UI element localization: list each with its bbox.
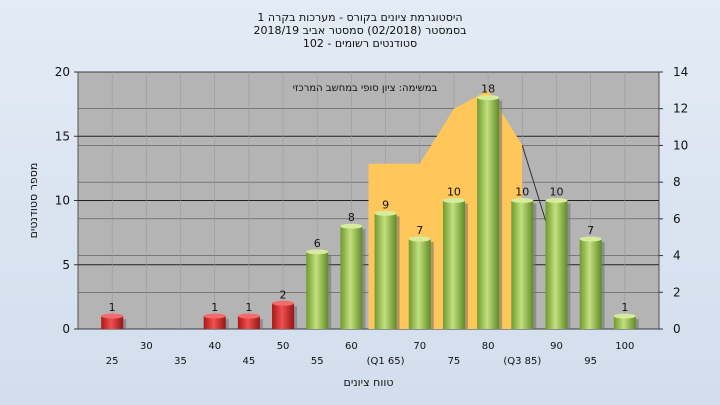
y2-tick-label: 12: [673, 102, 688, 116]
bar-50: [272, 303, 295, 329]
chart-title-line-2: בסמסטר (02/2018) סמסטר אביב 2018/19: [253, 24, 467, 37]
x-tick-label: 25: [106, 356, 119, 367]
bar-value-label: 7: [587, 224, 594, 237]
bar-cap: [237, 313, 260, 319]
bar-cap: [374, 210, 397, 216]
x-tick-label: 45: [243, 356, 256, 367]
bar-value-label: 6: [314, 237, 321, 250]
bar-value-label: 1: [245, 301, 252, 314]
bar-value-label: 18: [481, 83, 495, 96]
y-tick-label: 5: [62, 258, 70, 272]
bar-95: [579, 239, 602, 329]
bar-cap: [545, 198, 568, 203]
bar-cap: [272, 300, 295, 306]
bar-25: [101, 316, 124, 329]
x-tick-label: 70: [413, 341, 426, 352]
bar-cap: [340, 223, 363, 229]
x-tick-label: 55: [311, 356, 324, 367]
y2-tick-label: 14: [673, 65, 688, 79]
y-tick-label: 10: [55, 194, 70, 208]
bar-70: [408, 239, 431, 329]
bar-cap: [613, 313, 636, 319]
bar-cap: [101, 313, 124, 319]
chart-title-line-3: סטודנטים רשומים - 102: [302, 37, 418, 50]
x-tick-label: (Q3 85): [503, 356, 541, 367]
bar-cap: [579, 236, 602, 242]
bar-value-label: 7: [416, 224, 423, 237]
x-tick-label: 100: [615, 341, 634, 352]
y2-tick-label: 0: [673, 322, 681, 336]
bar-85: [511, 200, 534, 329]
bar-cap: [306, 249, 329, 255]
x-tick-label: 40: [208, 341, 221, 352]
bar-value-label: 10: [515, 186, 529, 199]
chart-annotation: במשימה: ציון סופי במחשב המרכזי: [293, 83, 438, 94]
bar-cap: [477, 95, 500, 101]
bar-cap: [203, 313, 226, 319]
x-axis-title: טווח ציונים: [344, 376, 394, 389]
bar-cap: [442, 198, 465, 203]
x-tick-label: 90: [550, 341, 563, 352]
x-tick-label: 75: [448, 356, 461, 367]
y-tick-label: 20: [55, 65, 70, 79]
bar-value-label: 2: [280, 288, 287, 301]
bar-100: [613, 316, 636, 329]
y2-tick-label: 6: [673, 212, 681, 226]
y-axis-title: מספר סטודנטים: [27, 163, 40, 239]
x-tick-label: 60: [345, 341, 358, 352]
x-tick-label: 95: [584, 356, 597, 367]
bar-value-label: 1: [621, 301, 628, 314]
x-tick-label: (Q1 65): [367, 356, 405, 367]
bar-value-label: 10: [447, 186, 461, 199]
bar-75: [442, 200, 465, 329]
y2-tick-label: 2: [673, 285, 681, 299]
bar-65: [374, 213, 397, 329]
chart-title-line-1: היסטוגרמת ציונים בקורס - מערכות בקרה 1: [257, 11, 463, 24]
bar-45: [237, 316, 260, 329]
x-tick-label: 30: [140, 341, 153, 352]
x-tick-label: 80: [482, 341, 495, 352]
bar-value-label: 8: [348, 211, 355, 224]
bar-80: [477, 97, 500, 329]
bar-60: [340, 226, 363, 329]
bar-40: [203, 316, 226, 329]
y2-tick-label: 10: [673, 138, 688, 152]
bar-cap: [408, 236, 431, 242]
y2-tick-label: 4: [673, 249, 681, 263]
bar-value-label: 9: [382, 198, 389, 211]
y-tick-label: 0: [62, 322, 70, 336]
y-tick-label: 15: [55, 129, 70, 143]
bar-value-label: 1: [109, 301, 116, 314]
bar-90: [545, 200, 568, 329]
bar-value-label: 1: [211, 301, 218, 314]
bar-value-label: 10: [549, 186, 563, 199]
y2-tick-label: 8: [673, 175, 681, 189]
x-tick-label: 50: [277, 341, 290, 352]
bar-55: [306, 251, 329, 329]
x-tick-label: 35: [174, 356, 187, 367]
bar-cap: [511, 198, 534, 203]
